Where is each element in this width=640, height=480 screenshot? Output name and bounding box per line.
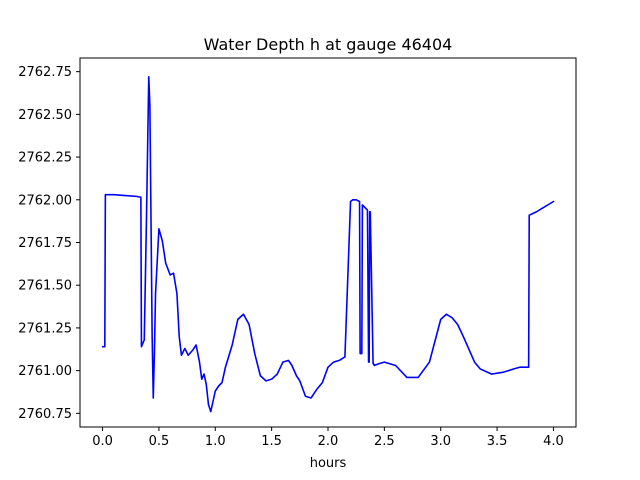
y-tick-label: 2761.50 <box>18 279 72 294</box>
x-tick-label: 4.0 <box>543 434 564 449</box>
y-tick-label: 2761.00 <box>18 364 72 379</box>
plot-area <box>79 57 577 428</box>
x-axis-label: hours <box>310 456 347 471</box>
x-tick-label: 1.5 <box>261 434 282 449</box>
y-tick-label: 2762.75 <box>18 65 72 80</box>
series-layer <box>101 75 555 413</box>
series-line <box>101 75 555 413</box>
y-tick-label: 2761.75 <box>18 236 72 251</box>
y-axis: 2760.75 2761.00 2761.25 2761.50 2761.75 2762.… <box>18 65 80 422</box>
chart-title: Water Depth h at gauge 46404 <box>204 35 453 54</box>
x-tick-label: 0.0 <box>92 434 113 449</box>
x-tick-label: 2.5 <box>374 434 395 449</box>
x-tick-label: 1.0 <box>205 434 226 449</box>
y-tick-label: 2762.25 <box>18 151 72 166</box>
y-tick-label: 2761.25 <box>18 321 72 336</box>
x-tick-label: 3.0 <box>430 434 451 449</box>
x-axis: 0.0 0.5 1.0 1.5 2.0 2.5 3.0 3.5 4.0 <box>92 427 564 449</box>
y-tick-label: 2760.75 <box>18 407 72 422</box>
x-tick-label: 3.5 <box>487 434 508 449</box>
y-tick-label: 2762.00 <box>18 193 72 208</box>
x-tick-label: 0.5 <box>149 434 170 449</box>
x-tick-label: 2.0 <box>318 434 339 449</box>
y-tick-label: 2762.50 <box>18 108 72 123</box>
